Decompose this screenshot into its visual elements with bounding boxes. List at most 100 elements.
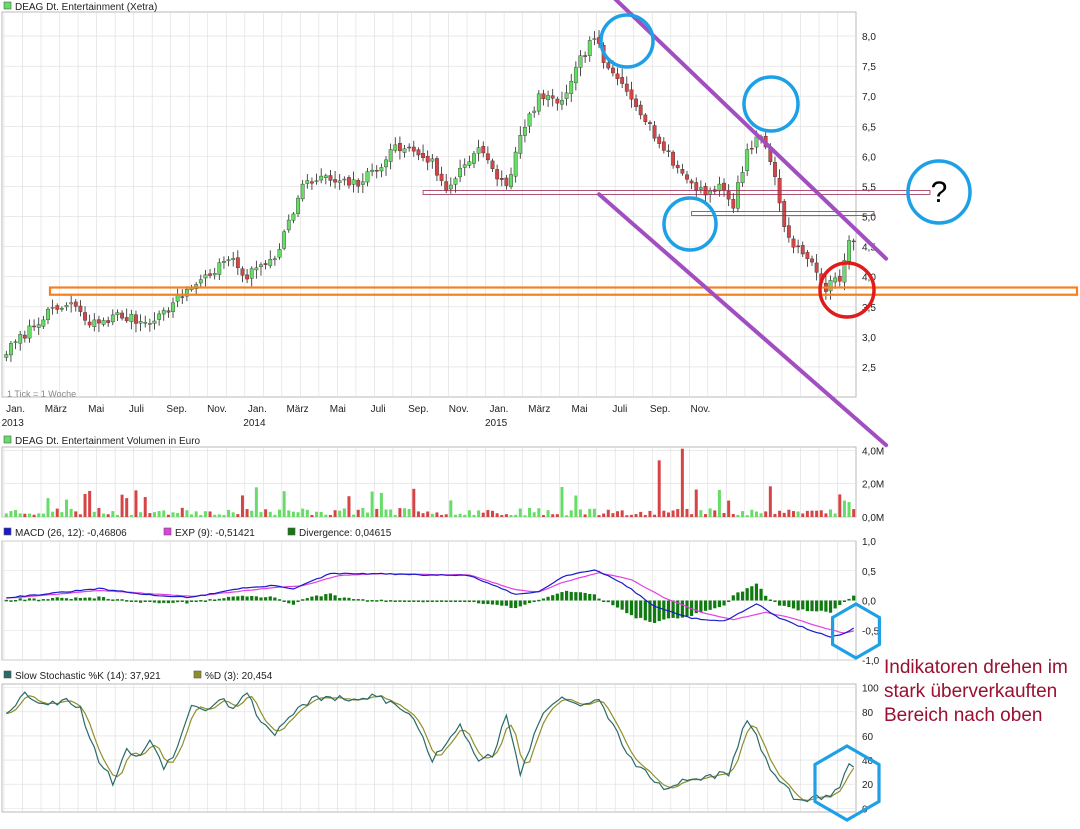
divergence-bar bbox=[361, 599, 365, 601]
volume-bar bbox=[546, 510, 550, 517]
candle-body bbox=[476, 147, 481, 154]
volume-bars bbox=[4, 448, 856, 517]
divergence-bar bbox=[254, 596, 258, 601]
volume-bar bbox=[208, 511, 212, 517]
price-legend-swatch bbox=[3, 1, 12, 10]
divergence-bar bbox=[194, 600, 198, 602]
volume-bar bbox=[92, 511, 96, 517]
candle-body bbox=[685, 174, 689, 180]
volume-bar bbox=[597, 515, 601, 517]
volume-bar bbox=[379, 492, 383, 517]
volume-bar bbox=[741, 511, 745, 517]
divergence-bar bbox=[370, 600, 374, 602]
candle-body bbox=[490, 160, 495, 169]
volume-bar bbox=[528, 507, 532, 517]
volume-bar bbox=[495, 513, 499, 517]
candle-body bbox=[462, 164, 467, 168]
candle-body bbox=[4, 354, 9, 358]
candle-body bbox=[416, 149, 421, 156]
divergence-bar bbox=[222, 598, 226, 601]
price-tick-label: 6,0 bbox=[862, 152, 876, 163]
divergence-bar bbox=[310, 596, 314, 601]
candle-body bbox=[782, 201, 787, 228]
volume-bar bbox=[111, 511, 115, 517]
divergence-bar bbox=[703, 600, 708, 611]
stoch-k-line bbox=[5, 691, 855, 803]
candle-body bbox=[245, 274, 249, 280]
divergence-bar bbox=[467, 600, 471, 603]
volume-bar bbox=[240, 495, 244, 517]
divergence-bar bbox=[421, 600, 425, 603]
candle-body bbox=[374, 170, 379, 172]
volume-bar bbox=[430, 513, 434, 517]
candle-body bbox=[749, 147, 754, 150]
candle-body bbox=[657, 136, 662, 144]
volume-bar bbox=[14, 509, 18, 517]
divergence-bar bbox=[592, 594, 596, 601]
candle-body bbox=[356, 180, 361, 187]
candle-body bbox=[513, 151, 518, 177]
volume-bar bbox=[833, 513, 837, 517]
divergence-bar bbox=[713, 600, 717, 609]
divergence-bar bbox=[537, 599, 541, 602]
candle-body bbox=[198, 279, 203, 284]
volume-bar bbox=[194, 511, 198, 517]
volume-bar bbox=[190, 514, 194, 517]
candle-body bbox=[578, 55, 583, 68]
volume-bar bbox=[203, 511, 207, 517]
candle-body bbox=[495, 169, 500, 180]
candle-body bbox=[847, 240, 851, 262]
x-axis-label: Nov. bbox=[449, 404, 469, 415]
divergence-bar bbox=[490, 600, 495, 605]
divergence-bar bbox=[74, 597, 78, 601]
candle-body bbox=[453, 178, 458, 185]
divergence-bar bbox=[759, 588, 763, 601]
candle-body bbox=[611, 67, 615, 74]
candle-body bbox=[458, 167, 462, 178]
candle-body bbox=[675, 164, 680, 169]
highlight-circle-top bbox=[599, 13, 655, 69]
volume-bar bbox=[129, 515, 133, 517]
volume-bar bbox=[227, 509, 231, 517]
volume-bar bbox=[41, 513, 45, 517]
divergence-bar bbox=[504, 600, 509, 606]
price-tick-label: 6,5 bbox=[862, 122, 876, 133]
divergence-bar bbox=[393, 600, 397, 602]
macd-legend-text: Divergence: 0,04615 bbox=[299, 528, 392, 539]
divergence-bar bbox=[773, 600, 777, 602]
candle-body bbox=[13, 341, 18, 343]
divergence-bar bbox=[500, 600, 504, 606]
candle-body bbox=[726, 191, 731, 200]
divergence-bar bbox=[338, 598, 342, 601]
divergence-bar bbox=[402, 600, 407, 602]
candle-body bbox=[217, 262, 222, 275]
candle-body bbox=[773, 162, 777, 177]
x-axis-label: Juli bbox=[371, 404, 386, 415]
candle-body bbox=[810, 258, 814, 263]
candle-body bbox=[550, 95, 555, 99]
candle-body bbox=[36, 324, 41, 328]
divergence-bar bbox=[629, 600, 634, 616]
divergence-bar bbox=[398, 600, 402, 602]
divergence-bar bbox=[245, 596, 249, 601]
volume-bar bbox=[713, 510, 717, 517]
x-axis-label: Nov. bbox=[691, 404, 711, 415]
divergence-bar bbox=[676, 600, 680, 619]
volume-bar bbox=[403, 508, 407, 517]
divergence-bar bbox=[597, 598, 601, 601]
candles bbox=[4, 30, 856, 362]
volume-bar bbox=[78, 514, 82, 517]
candle-body bbox=[499, 178, 504, 180]
x-axis-label: März bbox=[528, 404, 550, 415]
divergence-bar bbox=[115, 599, 120, 601]
divergence-bar bbox=[643, 600, 647, 621]
volume-bar bbox=[666, 512, 670, 517]
divergence-bar bbox=[23, 599, 27, 602]
divergence-bar bbox=[477, 600, 481, 604]
divergence-bar bbox=[426, 600, 430, 602]
candle-body bbox=[310, 181, 314, 184]
divergence-bar bbox=[106, 598, 110, 601]
volume-bar bbox=[685, 508, 689, 517]
macd-tick-label: 1,0 bbox=[862, 537, 876, 548]
volume-bar bbox=[171, 512, 175, 517]
